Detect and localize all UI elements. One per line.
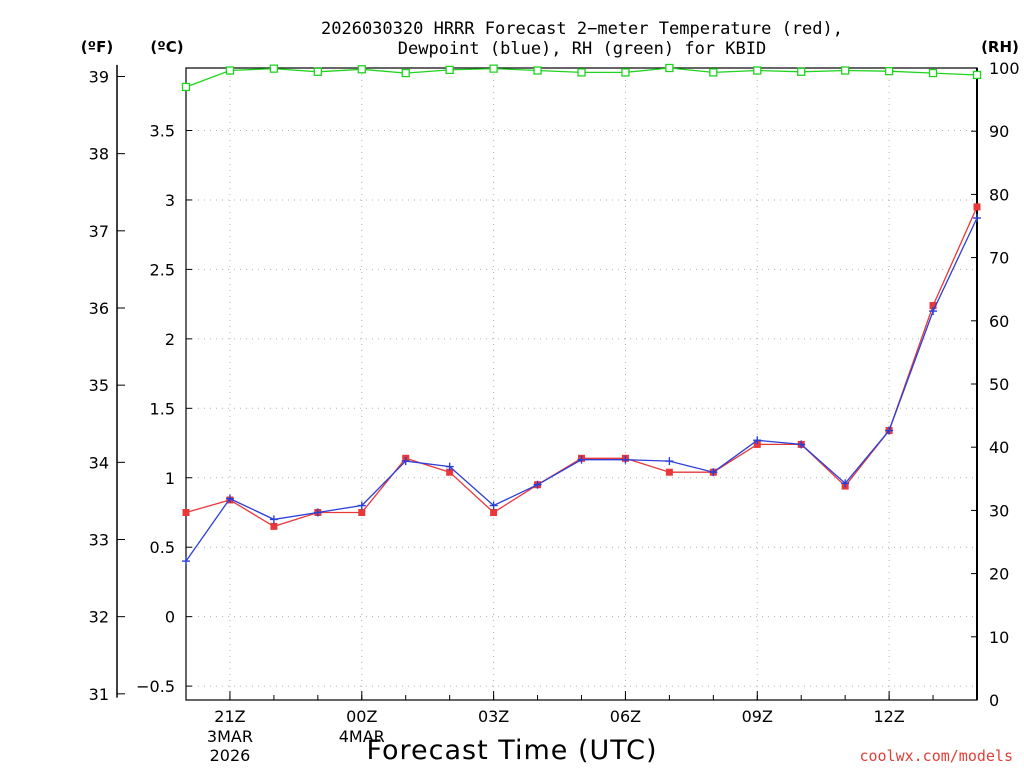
x-axis-label: Forecast Time (UTC) — [366, 735, 657, 766]
x-tick-year-label: 2026 — [210, 746, 251, 765]
axes — [116, 64, 978, 701]
x-tick-label: 03Z — [478, 707, 509, 726]
celsius-tick-label: 0 — [165, 608, 175, 627]
rh-tick-label: 70 — [989, 249, 1009, 268]
chart-title-line2: Dewpoint (blue), RH (green) for KBID — [398, 39, 766, 59]
rh-tick-label: 90 — [989, 122, 1009, 141]
dewpoint-point — [753, 436, 762, 445]
rh-point — [533, 66, 542, 75]
dewpoint-point — [797, 440, 806, 449]
x-tick-date-label: 4MAR — [339, 727, 385, 746]
celsius-tick-label: −0.5 — [136, 677, 175, 696]
rh-tick-label: 10 — [989, 628, 1009, 647]
x-tick-label: 06Z — [610, 707, 641, 726]
fahrenheit-tick-label: 33 — [89, 530, 109, 549]
fahrenheit-tick-label: 37 — [89, 222, 109, 241]
dewpoint-point — [357, 501, 366, 510]
temperature-line — [185, 206, 978, 528]
temperature-point — [490, 508, 498, 516]
temperature-point — [358, 508, 366, 516]
dewpoint-point — [533, 480, 542, 489]
dewpoint-point — [489, 501, 498, 510]
rh-point — [841, 66, 850, 75]
fahrenheit-tick-label: 35 — [89, 376, 109, 395]
plot-frame — [185, 67, 978, 701]
rh-tick-label: 40 — [989, 438, 1009, 457]
temperature-point — [929, 302, 937, 310]
dewpoint-point — [445, 462, 454, 471]
celsius-tick-label: 3.5 — [150, 122, 175, 141]
temperature-point — [182, 508, 190, 516]
fahrenheit-tick-label: 34 — [89, 453, 109, 472]
x-tick-label: 12Z — [873, 707, 904, 726]
celsius-tick-label: 0.5 — [150, 538, 175, 557]
fahrenheit-tick-label: 38 — [89, 145, 109, 164]
rh-tick-label: 60 — [989, 312, 1009, 331]
dewpoint-point — [841, 479, 850, 488]
data-series — [181, 63, 982, 566]
temperature-point — [665, 468, 673, 476]
rh-point — [357, 65, 366, 74]
rh-tick-label: 80 — [989, 185, 1009, 204]
dewpoint-point — [885, 426, 894, 435]
rh-point — [489, 64, 498, 73]
rh-point — [225, 66, 235, 75]
rh-tick-label: 0 — [989, 691, 999, 710]
fahrenheit-unit-label: (ºF) — [81, 38, 113, 56]
fahrenheit-tick-label: 36 — [89, 299, 109, 318]
dewpoint-point — [621, 455, 630, 464]
grid-lines — [186, 68, 977, 700]
rh-point — [665, 63, 674, 73]
celsius-unit-label: (ºC) — [150, 38, 183, 56]
rh-point — [884, 67, 894, 76]
dewpoint-point — [577, 455, 586, 464]
celsius-tick-label: 2 — [165, 330, 175, 349]
rh-point — [621, 68, 630, 77]
temperature-point — [973, 203, 981, 211]
dewpoint-point — [973, 214, 981, 223]
rh-point — [269, 64, 279, 73]
celsius-tick-label: 1 — [165, 469, 175, 488]
temperature-point — [446, 468, 454, 476]
tick-labels: 31 32 33 34 35 36 37 38 39 −0.5 0 0.5 1 1.5 2 2.5 3 3.5 0 1… — [89, 59, 1020, 765]
rh-point — [313, 67, 322, 76]
rh-point — [972, 70, 982, 80]
rh-point — [181, 82, 191, 92]
dewpoint-point — [665, 457, 674, 466]
x-tick-label: 00Z — [346, 707, 377, 726]
rh-point — [445, 65, 454, 75]
fahrenheit-tick-label: 32 — [89, 608, 109, 627]
rh-tick-label: 50 — [989, 375, 1009, 394]
rh-unit-label: (RH) — [981, 38, 1019, 56]
x-tick-label: 09Z — [742, 707, 773, 726]
fahrenheit-tick-label: 31 — [89, 685, 109, 704]
rh-point — [928, 68, 938, 78]
celsius-tick-label: 2.5 — [150, 260, 175, 279]
dewpoint-point — [182, 557, 190, 566]
x-tick-date-label: 3MAR — [207, 727, 253, 746]
dewpoint-point — [709, 468, 718, 477]
rh-tick-label: 20 — [989, 565, 1009, 584]
x-tick-label: 21Z — [214, 707, 245, 726]
temperature-point — [270, 522, 278, 530]
rh-tick-label: 30 — [989, 501, 1009, 520]
dewpoint-point — [313, 508, 322, 517]
rh-point — [709, 68, 718, 77]
dewpoint-point — [929, 307, 938, 316]
rh-point — [753, 66, 762, 75]
rh-point — [401, 68, 410, 78]
dewpoint-point — [401, 457, 410, 466]
dewpoint-point — [225, 494, 234, 503]
temperature-point — [753, 440, 761, 448]
credit-text: coolwx.com/models — [859, 747, 1013, 765]
rh-tick-label: 100 — [989, 59, 1020, 78]
rh-point — [797, 67, 806, 76]
rh-point — [577, 68, 586, 77]
fahrenheit-tick-label: 39 — [89, 67, 109, 86]
celsius-tick-label: 1.5 — [150, 399, 175, 418]
chart-title-line1: 2026030320 HRRR Forecast 2−meter Tempera… — [321, 19, 843, 39]
celsius-tick-label: 3 — [165, 191, 175, 210]
dewpoint-point — [269, 515, 278, 524]
